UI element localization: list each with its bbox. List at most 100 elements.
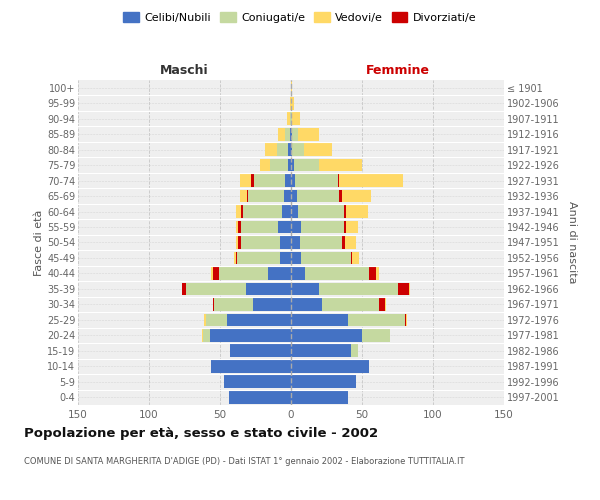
- Bar: [379, 298, 385, 310]
- Y-axis label: Anni di nascita: Anni di nascita: [566, 201, 577, 284]
- Bar: [301, 220, 344, 234]
- Bar: [344, 220, 346, 234]
- Bar: [291, 236, 299, 249]
- Bar: [291, 128, 292, 140]
- Bar: [319, 159, 362, 172]
- Bar: [203, 329, 210, 342]
- Bar: [277, 144, 288, 156]
- Bar: [288, 144, 291, 156]
- Bar: [348, 314, 404, 326]
- Text: Femmine: Femmine: [365, 64, 430, 77]
- Bar: [291, 282, 319, 296]
- Bar: [182, 282, 186, 296]
- Bar: [278, 128, 286, 140]
- Bar: [230, 344, 291, 357]
- Bar: [319, 282, 398, 296]
- Bar: [213, 267, 218, 280]
- Bar: [291, 329, 362, 342]
- Bar: [240, 174, 251, 187]
- Bar: [369, 267, 376, 280]
- Bar: [236, 220, 238, 234]
- Bar: [280, 236, 291, 249]
- Bar: [291, 344, 350, 357]
- Bar: [291, 190, 296, 202]
- Bar: [346, 220, 358, 234]
- Bar: [339, 190, 342, 202]
- Bar: [206, 314, 227, 326]
- Bar: [376, 267, 379, 280]
- Bar: [290, 128, 291, 140]
- Bar: [268, 267, 291, 280]
- Bar: [385, 298, 386, 310]
- Y-axis label: Fasce di età: Fasce di età: [34, 210, 44, 276]
- Bar: [344, 205, 346, 218]
- Bar: [342, 190, 371, 202]
- Text: Maschi: Maschi: [160, 64, 209, 77]
- Bar: [241, 205, 243, 218]
- Bar: [295, 174, 338, 187]
- Bar: [247, 190, 248, 202]
- Bar: [236, 252, 237, 264]
- Bar: [236, 236, 238, 249]
- Bar: [338, 174, 339, 187]
- Bar: [291, 314, 348, 326]
- Bar: [291, 97, 294, 110]
- Bar: [305, 267, 369, 280]
- Bar: [404, 314, 406, 326]
- Text: COMUNE DI SANTA MARGHERITA D'ADIGE (PD) - Dati ISTAT 1° gennaio 2002 - Elaborazi: COMUNE DI SANTA MARGHERITA D'ADIGE (PD) …: [24, 458, 464, 466]
- Bar: [241, 220, 278, 234]
- Bar: [291, 298, 322, 310]
- Bar: [290, 112, 291, 125]
- Bar: [234, 252, 236, 264]
- Bar: [287, 112, 290, 125]
- Bar: [211, 360, 291, 372]
- Bar: [286, 128, 290, 140]
- Bar: [237, 252, 280, 264]
- Bar: [298, 205, 344, 218]
- Bar: [301, 252, 350, 264]
- Bar: [227, 314, 291, 326]
- Bar: [253, 298, 291, 310]
- Bar: [291, 360, 369, 372]
- Bar: [241, 236, 280, 249]
- Bar: [291, 391, 348, 404]
- Bar: [350, 252, 352, 264]
- Bar: [296, 190, 339, 202]
- Bar: [291, 144, 292, 156]
- Legend: Celibi/Nubili, Coniugati/e, Vedovi/e, Divorziati/e: Celibi/Nubili, Coniugati/e, Vedovi/e, Di…: [119, 8, 481, 28]
- Bar: [286, 174, 291, 187]
- Bar: [290, 97, 291, 110]
- Bar: [202, 329, 203, 342]
- Bar: [243, 205, 283, 218]
- Bar: [238, 236, 241, 249]
- Bar: [322, 298, 379, 310]
- Bar: [409, 282, 410, 296]
- Bar: [205, 314, 206, 326]
- Bar: [304, 144, 332, 156]
- Bar: [291, 267, 305, 280]
- Bar: [248, 190, 284, 202]
- Bar: [362, 329, 391, 342]
- Bar: [346, 205, 368, 218]
- Bar: [283, 205, 291, 218]
- Bar: [288, 159, 291, 172]
- Bar: [229, 391, 291, 404]
- Bar: [298, 128, 319, 140]
- Bar: [352, 252, 359, 264]
- Text: Popolazione per età, sesso e stato civile - 2002: Popolazione per età, sesso e stato civil…: [24, 428, 378, 440]
- Bar: [238, 220, 241, 234]
- Bar: [299, 236, 342, 249]
- Bar: [224, 376, 291, 388]
- Bar: [350, 344, 358, 357]
- Bar: [291, 376, 356, 388]
- Bar: [245, 282, 291, 296]
- Bar: [210, 329, 291, 342]
- Bar: [291, 82, 292, 94]
- Bar: [294, 159, 319, 172]
- Bar: [345, 236, 356, 249]
- Bar: [292, 112, 299, 125]
- Bar: [265, 144, 277, 156]
- Bar: [254, 174, 286, 187]
- Bar: [186, 282, 245, 296]
- Bar: [406, 314, 407, 326]
